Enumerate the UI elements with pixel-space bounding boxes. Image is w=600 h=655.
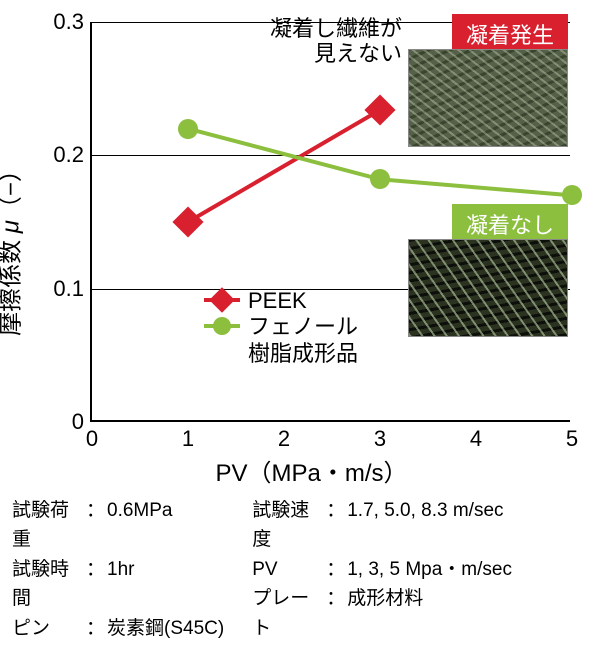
- x-tick-label: 5: [566, 420, 578, 452]
- condition-label: 試験時間: [12, 555, 84, 614]
- separator: ：: [324, 555, 347, 584]
- condition-row: プレート：成形材料: [252, 584, 512, 643]
- y-tick-label: 0.1: [53, 276, 92, 302]
- condition-label: PV: [252, 555, 324, 584]
- condition-label: ピン: [12, 614, 84, 643]
- condition-row: ピン：炭素鋼(S45C): [12, 614, 224, 643]
- condition-row: 試験時間：1hr: [12, 555, 224, 614]
- status-badge: 凝着なし: [452, 204, 568, 244]
- micrograph-thumbnail: [408, 49, 568, 147]
- legend-marker: [204, 288, 240, 312]
- legend: PEEKフェノール樹脂成形品: [204, 288, 358, 367]
- x-tick-label: 3: [374, 420, 386, 452]
- legend-label: PEEK: [248, 288, 307, 314]
- y-tick-label: 0.2: [53, 142, 92, 168]
- condition-value: 成形材料: [347, 584, 423, 643]
- condition-label: プレート: [252, 584, 324, 643]
- series-marker: [562, 185, 582, 205]
- annotation-line: 凝着し繊維が: [270, 16, 402, 41]
- separator: ：: [84, 555, 107, 614]
- condition-value: 1hr: [107, 555, 134, 614]
- condition-label: 試験荷重: [12, 496, 84, 555]
- condition-row: 試験速度：1.7, 5.0, 8.3 m/sec: [252, 496, 512, 555]
- status-badge: 凝着発生: [452, 14, 568, 54]
- condition-value: 0.6MPa: [107, 496, 172, 555]
- series-marker: [370, 169, 390, 189]
- annotation-text: 凝着し繊維が見えない: [270, 16, 402, 67]
- legend-item: PEEK: [204, 288, 358, 314]
- separator: ：: [324, 496, 347, 555]
- legend-item: フェノール樹脂成形品: [204, 314, 358, 367]
- separator: ：: [84, 496, 107, 555]
- test-conditions: 試験荷重：0.6MPa試験時間：1hrピン：炭素鋼(S45C)試験速度：1.7,…: [12, 496, 588, 643]
- annotation-line: 見えない: [314, 41, 402, 66]
- series-marker: [178, 119, 198, 139]
- condition-row: PV：1, 3, 5 Mpa・m/sec: [252, 555, 512, 584]
- x-tick-label: 2: [278, 420, 290, 452]
- separator: ：: [84, 614, 107, 643]
- x-tick-label: 4: [470, 420, 482, 452]
- plot-area: 00.10.20.3012345凝着し繊維が見えない凝着発生凝着なしPEEKフェ…: [90, 22, 570, 422]
- friction-chart: 摩擦係数 μ（−） 00.10.20.3012345凝着し繊維が見えない凝着発生…: [12, 12, 588, 482]
- legend-marker: [204, 314, 240, 338]
- legend-label: フェノール樹脂成形品: [248, 314, 358, 367]
- micrograph-thumbnail: [408, 239, 568, 337]
- x-tick-label: 0: [86, 420, 98, 452]
- y-tick-label: 0.3: [53, 9, 92, 35]
- condition-label: 試験速度: [252, 496, 324, 555]
- y-axis-label: 摩擦係数 μ（−）: [0, 158, 26, 336]
- x-tick-label: 1: [182, 420, 194, 452]
- condition-value: 炭素鋼(S45C): [107, 614, 224, 643]
- x-axis-label: PV（MPa・m/s）: [216, 453, 408, 488]
- condition-value: 1.7, 5.0, 8.3 m/sec: [347, 496, 503, 555]
- condition-value: 1, 3, 5 Mpa・m/sec: [347, 555, 512, 584]
- condition-row: 試験荷重：0.6MPa: [12, 496, 224, 555]
- separator: ：: [324, 584, 347, 643]
